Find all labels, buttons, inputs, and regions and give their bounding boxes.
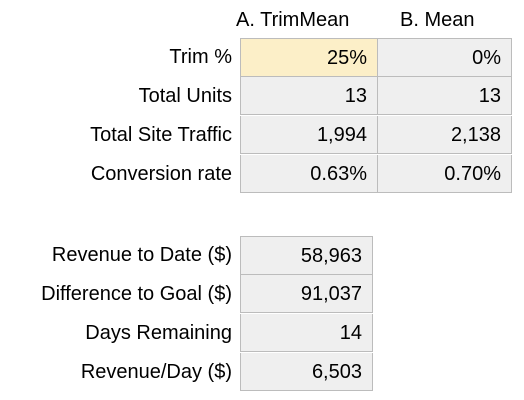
row-label-revenue-to-date: Revenue to Date ($) <box>51 244 232 266</box>
cell-trim-percent-b[interactable]: 0% <box>377 38 512 77</box>
row-label-conversion-rate: Conversion rate <box>90 163 232 185</box>
column-header-a: A. TrimMean <box>236 9 350 31</box>
cell-total-site-traffic-a[interactable]: 1,994 <box>240 116 378 154</box>
cell-total-units-b[interactable]: 13 <box>377 77 512 115</box>
column-header-b: B. Mean <box>400 9 475 31</box>
row-label-days-remaining: Days Remaining <box>85 322 232 344</box>
cell-revenue-per-day[interactable]: 6,503 <box>240 353 373 391</box>
cell-total-units-a[interactable]: 13 <box>240 77 378 115</box>
cell-revenue-to-date[interactable]: 58,963 <box>240 236 373 275</box>
cell-days-remaining[interactable]: 14 <box>240 314 373 352</box>
cell-conversion-rate-b[interactable]: 0.70% <box>377 155 512 193</box>
cell-difference-to-goal[interactable]: 91,037 <box>240 275 373 313</box>
row-label-total-site-traffic: Total Site Traffic <box>90 124 232 146</box>
cell-conversion-rate-a[interactable]: 0.63% <box>240 155 378 193</box>
row-label-total-units: Total Units <box>138 85 232 107</box>
row-label-difference-to-goal: Difference to Goal ($) <box>41 283 232 305</box>
row-label-revenue-per-day: Revenue/Day ($) <box>80 361 232 383</box>
cell-trim-percent-a[interactable]: 25% <box>240 38 378 77</box>
row-label-trim-percent: Trim % <box>169 46 232 68</box>
cell-total-site-traffic-b[interactable]: 2,138 <box>377 116 512 154</box>
